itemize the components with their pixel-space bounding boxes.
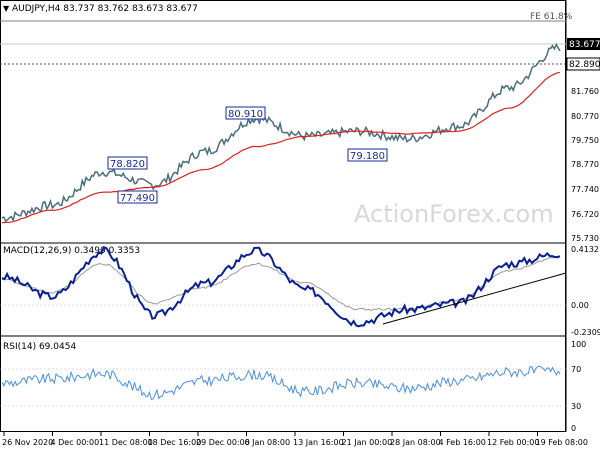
macd-trendline [382, 272, 567, 325]
moving-average-line [1, 71, 561, 224]
x-tick-label: 28 Jan 08:00 [390, 438, 441, 447]
macd-label: MACD(12,26,9) 0.3490 0.3353 [3, 246, 140, 256]
x-tick-label: 26 Nov 2020 [2, 438, 53, 447]
x-tick-label: 29 Dec 00:00 [196, 438, 250, 447]
rsi-tick: 0 [571, 424, 576, 433]
annotation-78820: 78.820 [107, 156, 148, 170]
macd-line [1, 246, 561, 328]
macd-tick: -0.2309 [571, 328, 600, 337]
x-tick-label: 18 Dec 16:00 [148, 438, 202, 447]
x-tick-label: 11 Dec 08:00 [99, 438, 153, 447]
annotation-label: 77.490 [120, 193, 155, 204]
x-tick-label: 13 Jan 16:00 [293, 438, 344, 447]
fe-label: FE 61.8% [530, 12, 573, 22]
annotation-79180: 79.180 [347, 148, 388, 162]
price-tick: 80.770 [571, 112, 599, 121]
rsi-tick: 100 [571, 340, 586, 349]
support-price-badge [566, 57, 600, 71]
annotation-label: 79.180 [350, 151, 385, 162]
rsi-label: RSI(14) 69.0454 [3, 342, 76, 352]
price-tick: 77.740 [571, 185, 599, 194]
rsi-axis: 100 70 30 0 [571, 340, 586, 433]
price-tick: 76.720 [571, 210, 599, 219]
rsi-tick: 70 [571, 365, 581, 374]
annotation-80910: 80.910 [225, 106, 266, 120]
support-price-label: 82.890 [569, 60, 600, 70]
annotation-label: 78.820 [110, 159, 145, 170]
plot-frame [0, 0, 566, 432]
macd-tick: 0.00 [571, 301, 589, 310]
price-tick: 81.760 [571, 87, 599, 96]
rsi-line [1, 365, 561, 400]
macd-tick: 0.4132 [571, 245, 599, 254]
price-tick: 75.730 [571, 234, 599, 243]
price-series-line [1, 42, 561, 223]
price-tick: 79.750 [571, 136, 599, 145]
x-tick-label: 12 Feb 00:00 [487, 438, 539, 447]
current-price-badge [567, 38, 600, 50]
x-tick-label: 4 Feb 16:00 [439, 438, 486, 447]
annotation-label: 80.910 [228, 109, 263, 120]
annotation-77490: 77.490 [117, 190, 158, 204]
dropdown-triangle-icon[interactable]: ▼ [3, 4, 10, 13]
current-price-label: 83.677 [569, 40, 600, 50]
price-tick: 78.770 [571, 160, 599, 169]
watermark: ActionForex.com [354, 200, 554, 228]
x-tick-label: 19 Feb 08:00 [536, 438, 588, 447]
x-tick-label: 21 Jan 00:00 [342, 438, 393, 447]
x-tick-label: 4 Dec 00:00 [51, 438, 100, 447]
rsi-tick: 30 [571, 402, 581, 411]
price-axis: 83.677 82.890 81.760 80.770 79.750 78.77… [566, 38, 600, 243]
x-tick-label: 6 Jan 08:00 [245, 438, 291, 447]
symbol-line: AUDJPY,H4 83.737 83.762 83.673 83.677 [12, 4, 198, 14]
macd-axis: 0.4132 0.00 -0.2309 [571, 245, 600, 337]
